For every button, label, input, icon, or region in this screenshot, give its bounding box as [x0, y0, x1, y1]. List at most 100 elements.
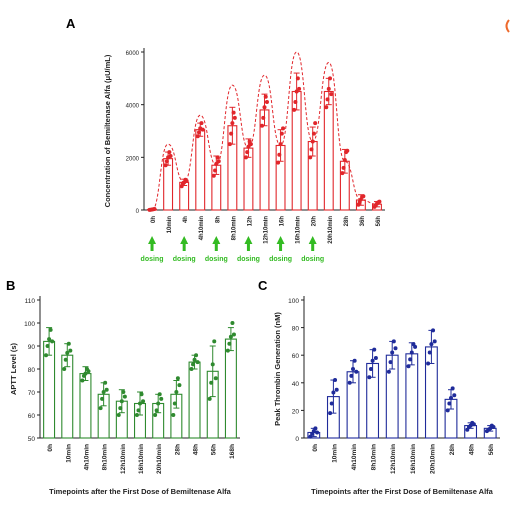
data-point — [297, 86, 302, 91]
x-tick-label: 20h10min — [156, 444, 163, 474]
data-point — [209, 380, 214, 385]
dosing-arrow-icon — [276, 236, 285, 251]
x-tick-label: 0h — [151, 216, 157, 223]
dosing-arrow-icon — [212, 236, 221, 251]
x-tick-label: 10min — [331, 444, 338, 463]
data-point — [122, 394, 127, 399]
data-point — [491, 424, 496, 429]
data-point — [426, 361, 431, 366]
x-tick-label: 8h10min — [371, 444, 378, 470]
x-tick-label: 20h — [312, 216, 318, 227]
data-point — [329, 401, 334, 406]
data-point — [361, 194, 366, 199]
x-tick-label: 4h10min — [199, 216, 205, 241]
data-point — [141, 399, 146, 404]
dosing-label: dosing — [269, 256, 292, 263]
data-point — [192, 357, 197, 362]
y-tick-label: 100 — [24, 321, 35, 328]
data-point — [377, 199, 382, 204]
data-point — [340, 171, 345, 176]
data-point — [333, 378, 338, 383]
data-point — [194, 353, 199, 358]
data-point — [334, 387, 339, 392]
bar — [323, 90, 334, 211]
x-tick-label: 0h — [47, 444, 54, 452]
bar — [224, 338, 237, 439]
data-point — [431, 328, 436, 333]
x-tick-label: 28h — [449, 444, 456, 455]
data-point — [174, 390, 179, 394]
x-tick-label: 28h — [344, 216, 350, 227]
data-point — [393, 346, 398, 351]
panel-label-c: C — [258, 278, 268, 293]
dosing-label: dosing — [173, 256, 196, 263]
bar — [79, 373, 92, 439]
x-tick-label: 56h — [376, 216, 382, 227]
data-point — [195, 134, 200, 139]
x-tick-label: 4h — [183, 216, 189, 223]
y-axis-label: Peak Thrombin Generation (nM) — [273, 312, 282, 426]
data-point — [63, 357, 68, 362]
y-tick-label: 0 — [136, 209, 140, 215]
data-point — [153, 413, 158, 417]
data-point — [279, 131, 284, 136]
x-tick-label: 12h — [247, 216, 253, 227]
x-tick-label: 48h — [469, 444, 476, 455]
data-point — [326, 86, 331, 91]
data-point — [65, 350, 70, 355]
data-point — [167, 150, 172, 155]
data-point — [230, 121, 235, 126]
data-point — [195, 360, 200, 365]
data-point — [409, 350, 414, 355]
data-point — [159, 396, 164, 401]
y-tick-label: 4000 — [126, 104, 140, 110]
data-point — [83, 371, 88, 376]
data-point — [101, 390, 106, 394]
x-tick-label: 8h — [215, 216, 221, 223]
x-tick-label: 10min — [65, 444, 72, 463]
data-point — [243, 155, 248, 160]
data-point — [80, 378, 85, 383]
data-point — [86, 369, 91, 374]
x-tick-label: 4h10min — [83, 444, 90, 470]
data-point — [154, 408, 159, 413]
data-point — [172, 401, 177, 406]
data-point — [156, 401, 161, 406]
data-point — [163, 163, 168, 168]
data-point — [232, 115, 237, 120]
data-point — [184, 179, 189, 184]
y-tick-label: 70 — [28, 390, 36, 397]
data-point — [48, 327, 53, 332]
data-point — [225, 348, 230, 353]
data-point — [391, 339, 396, 344]
x-tick-label: 20h10min — [328, 216, 334, 244]
bar — [188, 361, 201, 439]
x-tick-label: 16h10min — [138, 444, 145, 474]
data-point — [189, 367, 194, 371]
data-point — [328, 76, 333, 81]
x-tick-label: 16h — [280, 216, 286, 227]
data-point — [354, 369, 359, 374]
panel-label-b: B — [6, 278, 15, 293]
data-point — [408, 357, 413, 362]
dosing-arrow-icon — [148, 236, 157, 251]
data-point — [228, 334, 233, 339]
data-point — [45, 344, 50, 348]
data-point — [50, 339, 55, 344]
data-point — [295, 76, 300, 81]
data-point — [44, 353, 49, 358]
data-point — [227, 142, 232, 147]
dosing-label: dosing — [237, 256, 260, 263]
data-point — [230, 321, 235, 325]
data-point — [372, 347, 377, 352]
data-point — [341, 165, 346, 170]
data-point — [329, 92, 334, 97]
data-point — [390, 350, 395, 355]
data-point — [134, 413, 139, 417]
y-tick-label: 110 — [25, 298, 36, 305]
data-point — [293, 100, 298, 105]
x-tick-label: 16h10min — [410, 444, 417, 474]
data-point — [138, 401, 142, 406]
data-point — [292, 107, 297, 112]
x-tick-label: 12h10min — [390, 444, 397, 474]
